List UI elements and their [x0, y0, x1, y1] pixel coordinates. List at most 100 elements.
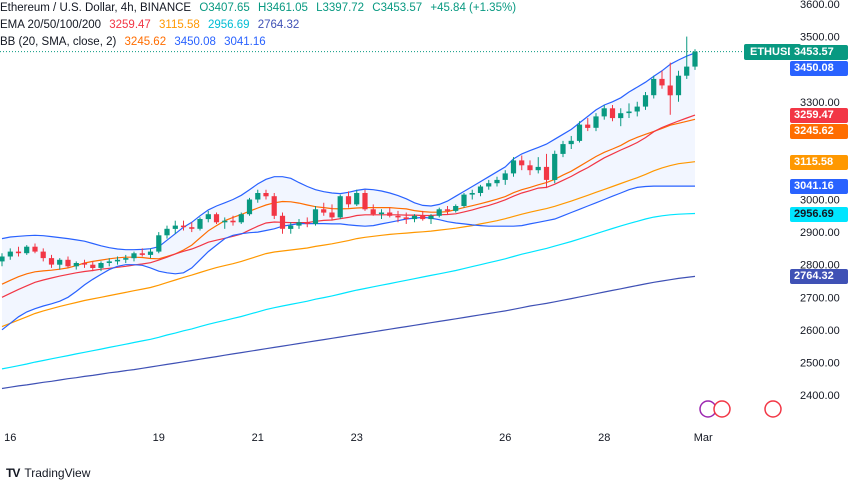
- candle-body: [7, 251, 13, 257]
- price-tag: 3245.62: [790, 123, 848, 139]
- candle-body: [395, 215, 401, 218]
- candle-body: [387, 212, 393, 216]
- candle-body: [362, 193, 368, 210]
- candle-body: [139, 253, 145, 255]
- candle-body: [675, 75, 682, 96]
- candle-body: [180, 225, 187, 228]
- legend-symbol-row: Ethereum / U.S. Dollar, 4h, BINANCE O340…: [0, 0, 521, 17]
- legend-ema-row[interactable]: EMA 20/50/100/200 3259.47 3115.58 2956.6…: [0, 17, 521, 34]
- candle-body: [57, 259, 63, 265]
- candle-body: [659, 78, 665, 86]
- candle-body: [189, 227, 195, 229]
- candle-body: [321, 209, 327, 213]
- candle-body: [601, 108, 607, 117]
- candle-body: [32, 246, 38, 252]
- candle-body: [585, 124, 591, 128]
- price-tag: 3041.16: [790, 179, 848, 195]
- candle-body: [535, 166, 541, 171]
- candle-body: [453, 206, 459, 211]
- legend-bb-row[interactable]: BB (20, SMA, close, 2) 3245.62 3450.08 3…: [0, 34, 521, 51]
- ema50-line: [1, 161, 696, 328]
- high-value: H3461.05: [258, 2, 308, 14]
- candle-body: [106, 261, 112, 263]
- y-tick-label: 3000.00: [800, 195, 840, 207]
- candle-body: [0, 256, 5, 262]
- low-value: L3397.72: [316, 2, 365, 14]
- ema200-line: [1, 275, 696, 390]
- y-tick-label: 3300.00: [800, 97, 840, 109]
- candle-body: [345, 196, 352, 205]
- candle-body: [81, 263, 88, 265]
- candle-body: [519, 160, 525, 166]
- candle-body: [403, 217, 409, 219]
- candle-body: [147, 251, 154, 255]
- candle-body: [428, 215, 434, 220]
- candle-body: [337, 196, 343, 218]
- candle-body: [593, 116, 599, 128]
- candle-body: [271, 196, 277, 216]
- change-value: +45.84 (+1.35%): [430, 2, 517, 14]
- candle-body: [576, 124, 583, 141]
- x-tick-label: 28: [598, 432, 610, 444]
- candle-body: [213, 214, 220, 223]
- ema20-line: [1, 114, 696, 298]
- candle-body: [486, 183, 492, 187]
- candle-body: [684, 66, 690, 76]
- symbol-tag: ETHUSD: [744, 44, 802, 60]
- tradingview-logo-icon: TV: [6, 466, 20, 480]
- bb-lower-line: [1, 185, 695, 331]
- ema50-value: 3115.58: [159, 19, 200, 31]
- candle-body: [40, 251, 46, 259]
- candle-body: [634, 106, 640, 112]
- candle-body: [651, 78, 657, 96]
- candle-body: [164, 228, 170, 236]
- x-tick-label: 16: [4, 432, 16, 444]
- y-tick-label: 3500.00: [800, 32, 840, 44]
- price-tag: 2764.32: [790, 269, 848, 285]
- candle-body: [73, 263, 79, 267]
- y-tick-label: 2900.00: [800, 227, 840, 239]
- candle-body: [197, 219, 203, 229]
- candle-body: [222, 220, 228, 223]
- candle-body: [378, 212, 385, 215]
- candle-body: [329, 212, 335, 218]
- candle-body: [288, 225, 294, 229]
- candle-body: [560, 144, 566, 154]
- ema20-value: 3259.47: [109, 19, 151, 31]
- price-tag: 3115.58: [790, 154, 848, 170]
- candle-body: [527, 165, 533, 171]
- candle-body: [618, 113, 624, 119]
- close-value: C3453.57: [372, 2, 423, 14]
- price-tag: 2956.69: [790, 206, 848, 222]
- candle-body: [552, 153, 558, 180]
- candle-body: [65, 259, 71, 267]
- y-tick-label: 2800.00: [800, 260, 840, 272]
- x-tick-label: Mar: [694, 432, 713, 444]
- candle-body: [469, 193, 475, 195]
- candle-body: [304, 222, 310, 224]
- candle-body: [667, 85, 673, 96]
- flag-event-icon: [713, 400, 731, 418]
- candle-body: [238, 214, 244, 223]
- candle-body: [436, 209, 442, 216]
- candle-body: [90, 264, 96, 268]
- candle-body: [172, 225, 178, 229]
- y-tick-label: 2500.00: [800, 357, 840, 369]
- candle-body: [354, 193, 360, 205]
- x-tick-label: 26: [499, 432, 511, 444]
- candle-body: [123, 258, 129, 260]
- candle-body: [255, 193, 261, 200]
- y-tick-label: 3600.00: [800, 0, 840, 11]
- y-tick-label: 2400.00: [800, 390, 840, 402]
- candle-body: [494, 179, 500, 184]
- candle-body: [205, 214, 211, 220]
- symbol-name: Ethereum / U.S. Dollar, 4h, BINANCE: [0, 2, 192, 14]
- price-tag: 3450.08: [790, 60, 848, 76]
- bb-basis-value: 3245.62: [124, 36, 167, 48]
- candle-body: [609, 108, 616, 119]
- candle-body: [642, 95, 649, 107]
- candle-body: [114, 259, 121, 262]
- footer[interactable]: TV TradingView: [6, 466, 90, 480]
- candle-body: [477, 186, 484, 193]
